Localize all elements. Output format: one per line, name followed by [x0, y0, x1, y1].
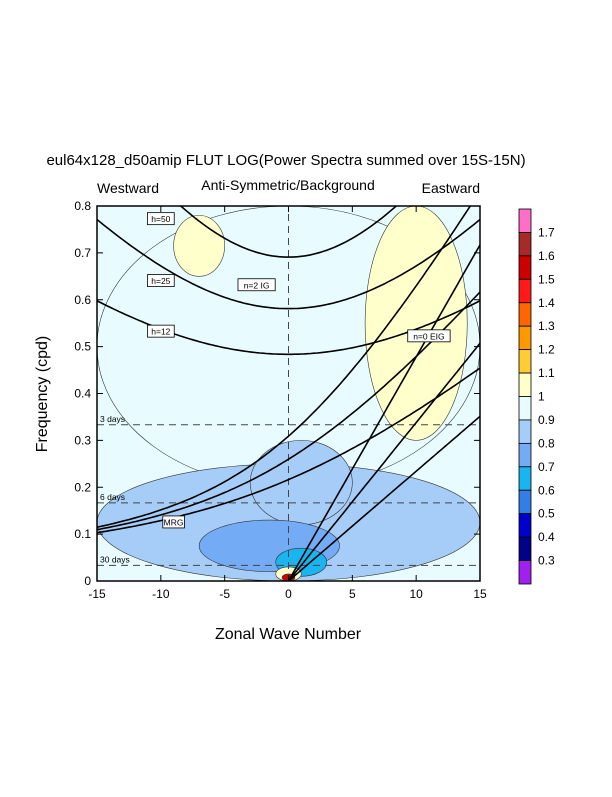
reference-lines	[97, 206, 480, 581]
colorbar-label: 1.4	[538, 296, 555, 310]
y-axis: 0 0.1 0.2 0.3 0.4 0.5 0.6 0.7 0.8	[74, 199, 480, 588]
contour-region	[249, 440, 353, 526]
colorbar-label: 0.7	[538, 460, 555, 474]
y-tick-label: 0.6	[74, 293, 91, 307]
ig-curve	[97, 218, 480, 310]
colorbar-swatch	[518, 325, 532, 351]
dispersion-label: n=2 IG	[244, 280, 270, 290]
colorbar-swatch	[518, 513, 532, 538]
chart-subtitle: Anti-Symmetric/Background	[201, 177, 375, 193]
x-tick-label: -5	[219, 587, 230, 601]
colorbar-label: 1.5	[538, 272, 555, 286]
period-label: 30 days	[100, 554, 130, 564]
colorbar-label: 0.9	[538, 413, 555, 427]
ig-curve	[179, 206, 398, 258]
y-tick-label: 0.1	[74, 527, 91, 541]
colorbar-swatch	[518, 208, 532, 233]
colorbar-swatch	[518, 232, 532, 257]
x-tick-label: 10	[409, 587, 423, 601]
dispersion-labels: h=50 h=25 h=12 n=2 IG n=0 EIG MRG	[147, 212, 451, 529]
colorbar-swatch	[518, 536, 532, 561]
y-tick-label: 0.5	[74, 340, 91, 354]
x-axis: -15 -10 -5 0 5 10 15	[88, 206, 487, 601]
colorbar-label: 0.6	[538, 483, 555, 497]
y-tick-label: 0.7	[74, 246, 91, 260]
dispersion-curves	[97, 206, 480, 581]
dispersion-label-box	[407, 329, 451, 343]
x-tick-label: 15	[473, 587, 487, 601]
colorbar-swatch	[518, 442, 532, 468]
dispersion-label: MRG	[164, 517, 184, 527]
dispersion-label-box	[162, 515, 185, 529]
colorbar-label: 1.7	[538, 225, 555, 239]
period-labels: 3 days 6 days 30 days	[100, 414, 130, 565]
colorbar-swatch	[518, 419, 532, 444]
y-axis-label: Frequency (cpd)	[34, 336, 51, 453]
colorbar-swatch	[518, 255, 532, 280]
colorbar-swatch	[518, 466, 532, 491]
x-tick-label: -15	[88, 587, 106, 601]
contour-region	[173, 215, 225, 277]
y-tick-label: 0.2	[74, 480, 91, 494]
kelvin-curve	[287, 415, 480, 581]
dispersion-label: h=25	[151, 276, 170, 286]
colorbar-label: 1.6	[538, 249, 555, 263]
colorbar-label: 0.4	[538, 530, 555, 544]
dispersion-label-box	[147, 274, 175, 287]
colorbar-label: 1.2	[538, 343, 555, 357]
mrg-eig-curve	[97, 206, 472, 528]
x-tick-label: 0	[285, 587, 292, 601]
dispersion-label-box	[237, 278, 276, 292]
dispersion-label: n=0 EIG	[413, 331, 444, 341]
y-tick-label: 0.3	[74, 433, 91, 447]
westward-label: Westward	[97, 180, 159, 196]
colorbar-swatch	[518, 349, 532, 374]
y-tick-label: 0.8	[74, 199, 91, 213]
mrg-eig-curve	[97, 367, 480, 534]
colorbar-label: 1.1	[538, 366, 555, 380]
colorbar-swatch	[518, 560, 532, 585]
contour-region	[364, 206, 468, 441]
dispersion-label-box	[147, 212, 175, 226]
x-tick-label: -10	[152, 587, 170, 601]
colorbar-label: 0.5	[538, 507, 555, 521]
colorbar-swatch	[518, 278, 532, 304]
colorbar-label: 1	[538, 390, 545, 404]
colorbar-label: 1.3	[538, 319, 555, 333]
colorbar-swatch	[518, 302, 532, 327]
colorbar-label: 0.3	[538, 554, 555, 568]
x-axis-label: Zonal Wave Number	[215, 626, 362, 643]
colorbar-swatch	[518, 489, 532, 515]
colorbar-swatch	[518, 372, 532, 397]
kelvin-curve	[287, 244, 480, 581]
y-tick-label: 0.4	[74, 387, 91, 401]
dispersion-label: h=12	[151, 327, 170, 337]
plot-area	[97, 206, 480, 581]
eastward-label: Eastward	[422, 180, 480, 196]
x-tick-label: 5	[349, 587, 356, 601]
dispersion-label-box	[147, 324, 175, 338]
colorbar: 1.7 1.6 1.5 1.4 1.3 1.2 1.1 1 0.9 0.8 0.7 0.6 0.5 0.4…	[518, 208, 555, 585]
colorbar-label: 0.8	[538, 436, 555, 450]
colorbar-swatch	[518, 396, 532, 421]
y-tick-label: 0	[84, 574, 91, 588]
period-label: 3 days	[100, 414, 125, 424]
kelvin-curve	[287, 342, 480, 581]
period-label: 6 days	[100, 492, 125, 502]
chart-title: eul64x128_d50amip FLUT LOG(Power Spectra…	[46, 152, 525, 169]
dispersion-label: h=50	[151, 214, 170, 224]
